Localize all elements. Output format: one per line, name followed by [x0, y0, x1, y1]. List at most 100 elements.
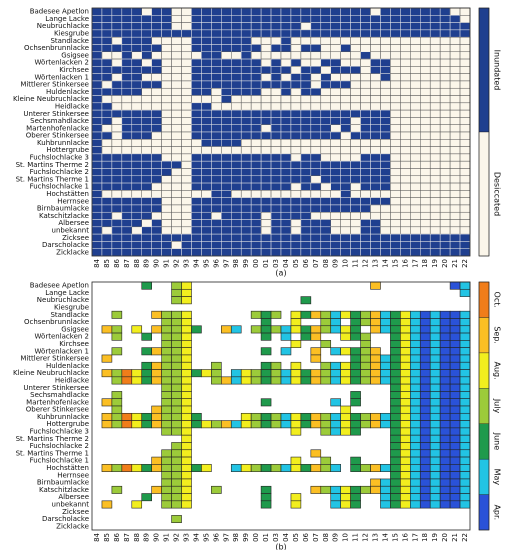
cell — [300, 412, 312, 421]
cell — [459, 369, 471, 378]
cell — [171, 22, 182, 31]
cell — [420, 248, 431, 257]
cell — [191, 117, 202, 125]
cell — [439, 197, 451, 206]
cell — [260, 22, 272, 31]
cell — [151, 420, 162, 429]
cell — [380, 420, 391, 429]
cell — [459, 109, 471, 118]
cell — [290, 139, 302, 147]
cell — [111, 241, 123, 249]
cell — [250, 226, 262, 235]
cell — [151, 139, 162, 147]
cell — [171, 190, 182, 198]
cell — [340, 109, 351, 118]
row-label: Heidlacke — [55, 376, 89, 384]
cell — [211, 204, 222, 213]
cell — [250, 412, 262, 421]
cell — [101, 139, 113, 147]
cell — [380, 369, 391, 378]
cell — [350, 66, 361, 74]
cell — [390, 153, 401, 162]
cell — [161, 87, 172, 96]
cell — [290, 318, 302, 327]
cell — [459, 340, 471, 348]
cell — [439, 73, 451, 82]
column-label: 12 — [362, 259, 370, 268]
cell — [290, 58, 302, 67]
cell — [260, 197, 272, 206]
cell — [330, 58, 341, 67]
cell — [121, 87, 133, 96]
cell — [151, 204, 162, 213]
column-label: 19 — [431, 259, 439, 268]
cell — [290, 95, 302, 104]
column-label: 97 — [222, 259, 230, 268]
cell — [221, 124, 232, 133]
cell — [390, 7, 401, 16]
column-label: 86 — [113, 532, 121, 541]
cell — [400, 241, 411, 249]
cell — [201, 131, 212, 140]
cell — [370, 182, 381, 191]
cell — [231, 131, 242, 140]
cell — [360, 95, 371, 104]
cell — [429, 241, 441, 249]
cell — [310, 102, 322, 111]
cell — [191, 29, 202, 38]
cell — [161, 340, 172, 348]
cell — [231, 7, 242, 16]
cell — [101, 131, 113, 140]
cell — [260, 175, 272, 184]
cell — [330, 427, 341, 436]
cell — [121, 44, 133, 53]
cell — [161, 131, 172, 140]
cell — [300, 233, 312, 242]
cell — [350, 391, 361, 400]
cell — [111, 124, 123, 133]
cell — [101, 182, 113, 191]
cell — [191, 190, 202, 198]
cell — [439, 153, 451, 162]
plot-frame — [91, 281, 471, 531]
cell — [310, 160, 322, 169]
cell — [211, 153, 222, 162]
cell — [141, 139, 152, 147]
cell — [370, 66, 381, 74]
row-label: Standlacke — [50, 37, 89, 45]
cell — [280, 347, 292, 356]
cell — [330, 15, 341, 23]
cell — [211, 44, 222, 53]
cell — [111, 190, 123, 198]
cell — [191, 51, 202, 60]
cell — [360, 369, 371, 378]
cell — [290, 197, 302, 206]
cell — [320, 36, 331, 45]
cell — [290, 219, 302, 228]
cell — [161, 190, 172, 198]
cell — [330, 310, 341, 319]
colorbar-label: May — [493, 469, 502, 486]
cell — [310, 44, 322, 53]
cell — [300, 124, 312, 133]
cell — [390, 109, 401, 118]
cell — [419, 485, 431, 494]
cell — [141, 146, 152, 155]
cell — [260, 139, 272, 147]
cell — [410, 361, 421, 370]
cell — [340, 412, 351, 421]
cell — [181, 109, 192, 118]
cell — [211, 420, 222, 429]
cell — [350, 427, 361, 436]
cell — [370, 73, 381, 82]
cell — [370, 190, 381, 198]
cell — [161, 73, 172, 82]
cell — [320, 325, 332, 334]
cell — [300, 73, 312, 82]
cell — [151, 29, 162, 38]
cell — [151, 131, 162, 140]
cell — [111, 233, 123, 242]
cell — [410, 15, 421, 23]
cell — [260, 318, 272, 327]
cell — [201, 153, 212, 162]
